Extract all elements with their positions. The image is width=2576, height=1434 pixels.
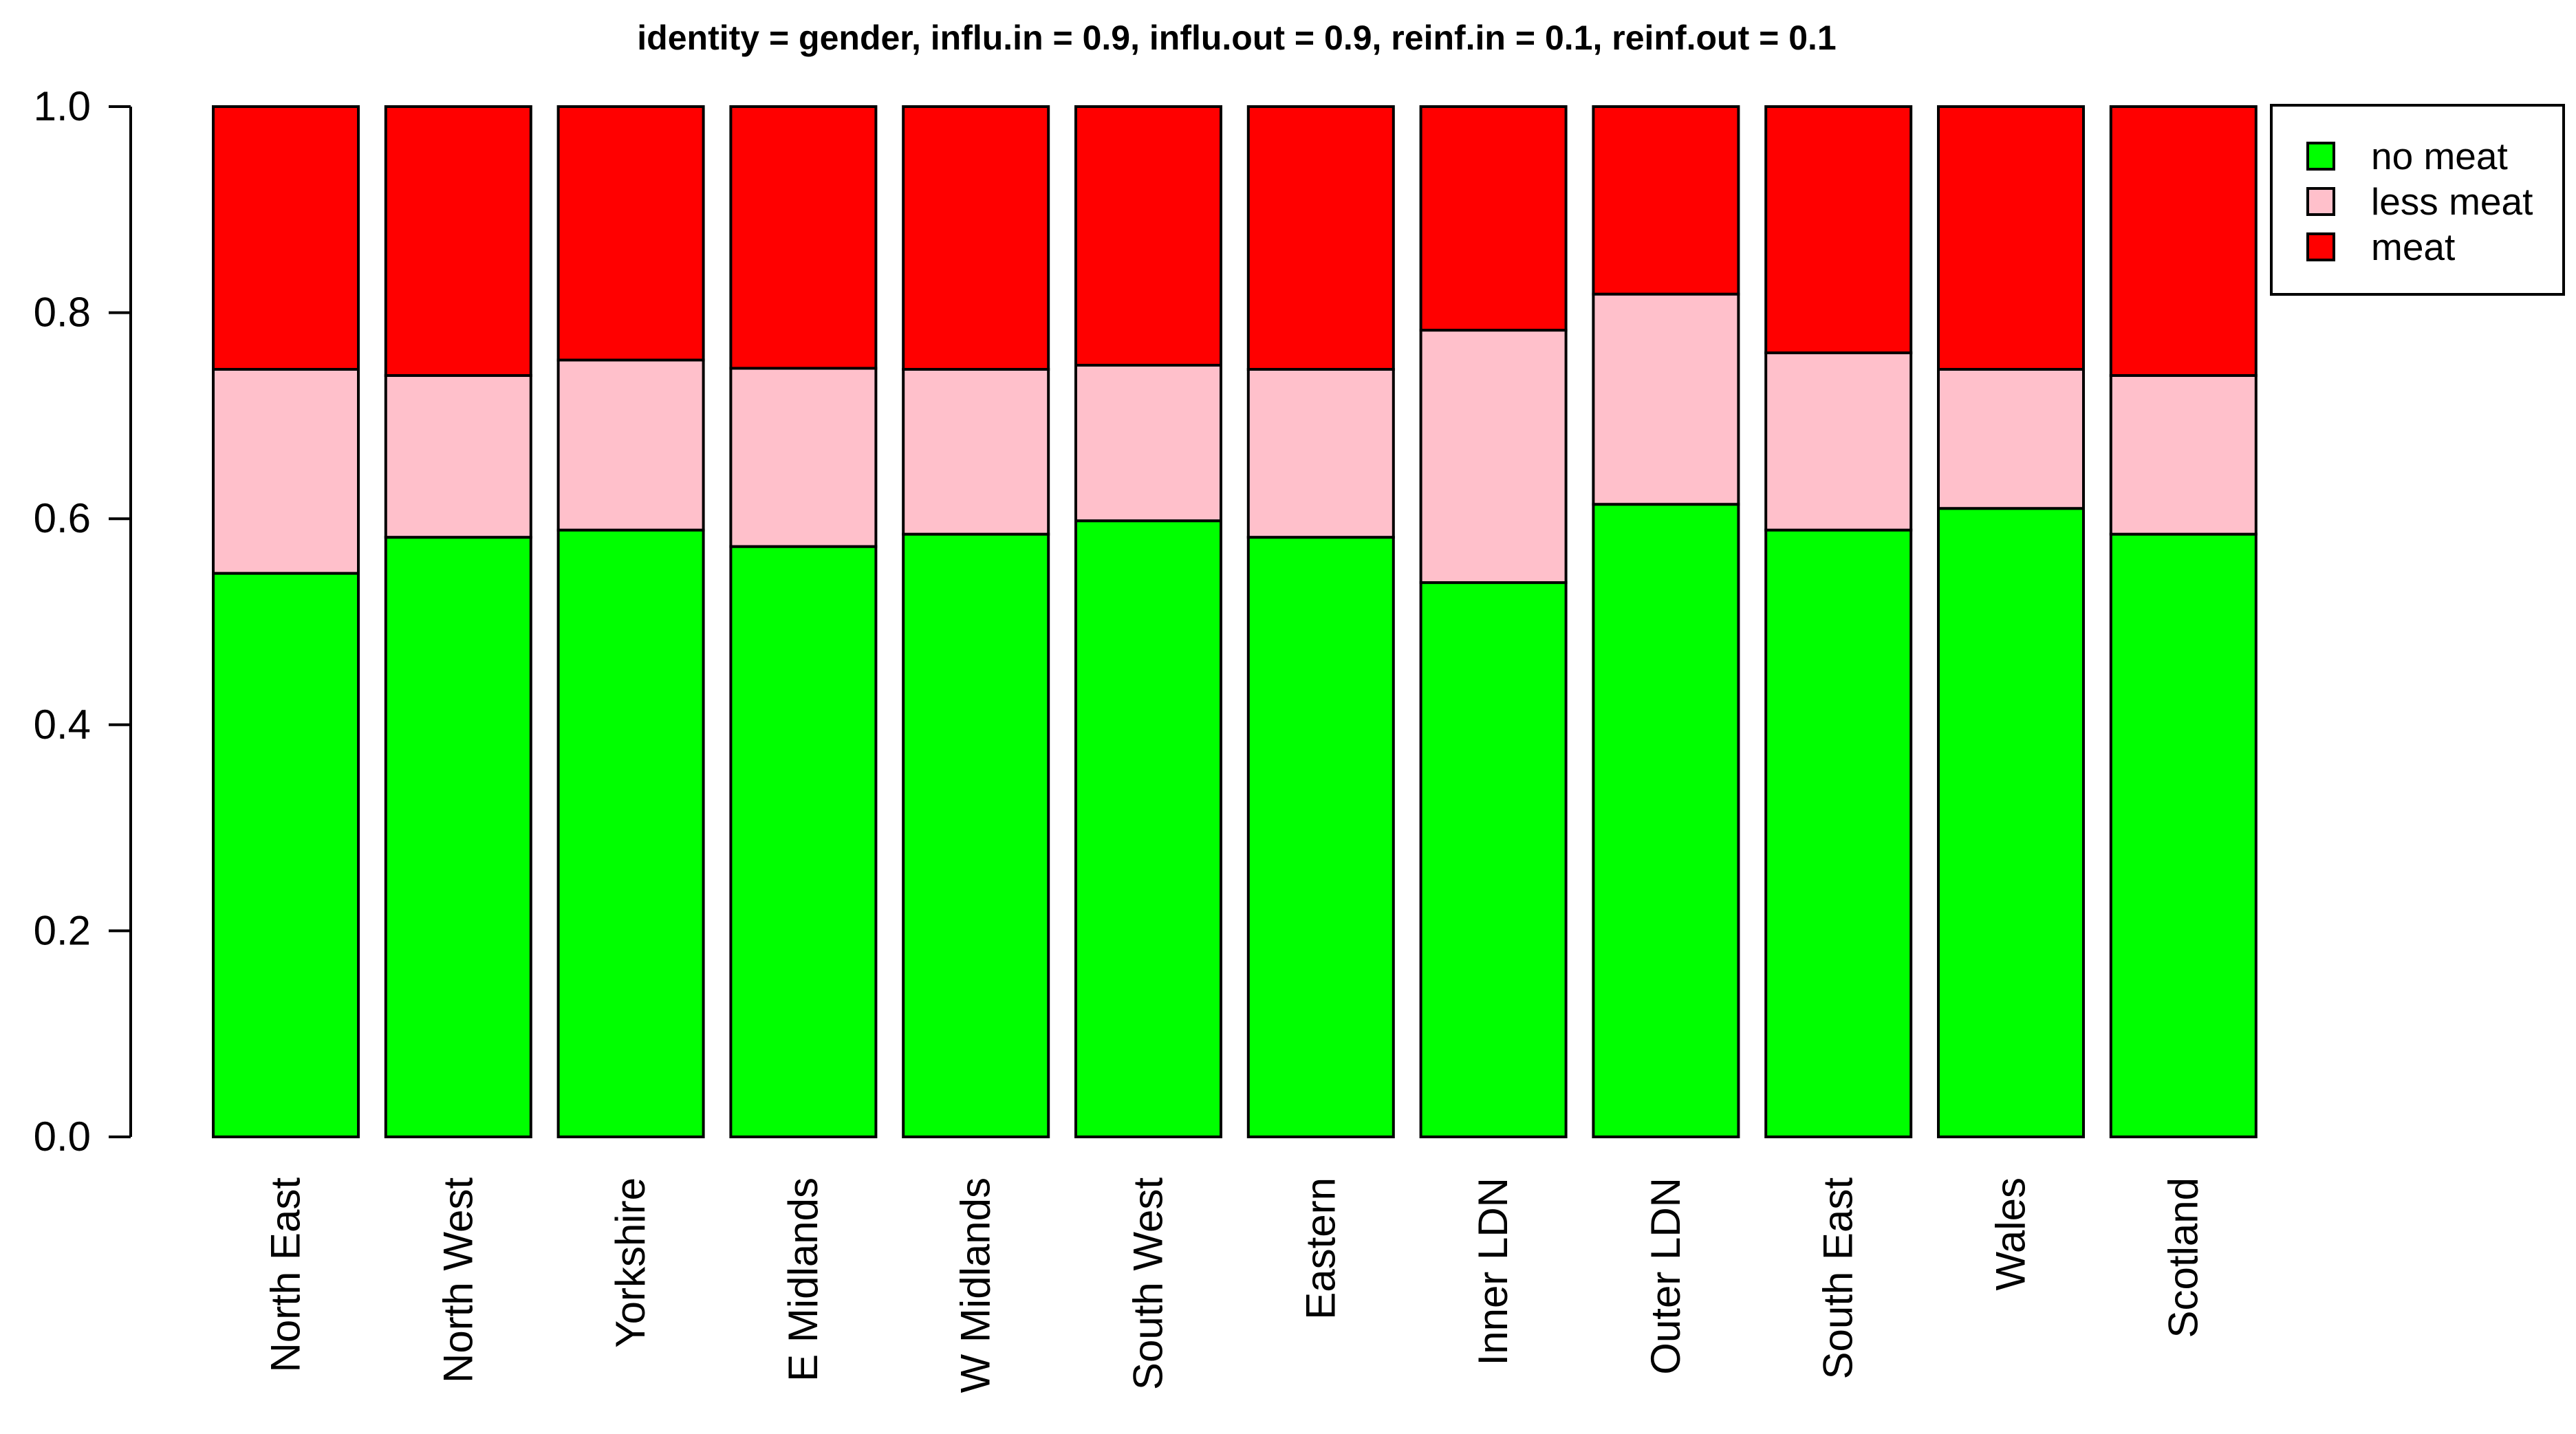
bar-segment-no-meat — [1419, 581, 1568, 1138]
bar-segment-meat — [212, 105, 360, 371]
bar-segment-less-meat — [729, 367, 878, 548]
legend-swatch — [2306, 232, 2335, 261]
x-tick-label: Scotland — [2160, 1177, 2206, 1338]
x-tick-label: Outer LDN — [1643, 1177, 1689, 1375]
bar-segment-less-meat — [1419, 329, 1568, 585]
x-tick-label: South East — [1815, 1177, 1861, 1380]
bar-segment-meat — [1246, 105, 1395, 371]
y-tick-label: 0.4 — [34, 702, 91, 748]
bar-segment-less-meat — [1246, 367, 1395, 539]
legend-label: no meat — [2371, 135, 2508, 177]
bar-segment-less-meat — [212, 367, 360, 575]
bar-segment-meat — [1937, 105, 2085, 371]
x-tick-label: North West — [435, 1177, 481, 1383]
legend-label: meat — [2371, 226, 2455, 268]
bar-segment-meat — [902, 105, 1050, 371]
bar-segment-less-meat — [2109, 373, 2258, 536]
y-tick-label: 0.6 — [34, 495, 91, 541]
bar-segment-no-meat — [1937, 507, 2085, 1138]
bar-segment-no-meat — [556, 528, 705, 1138]
bar-segment-meat — [384, 105, 532, 377]
bar-segment-less-meat — [384, 373, 532, 539]
chart-title: identity = gender, influ.in = 0.9, influ… — [637, 19, 1836, 57]
bar-segment-no-meat — [1592, 503, 1740, 1138]
x-tick-label: E Midlands — [780, 1177, 826, 1382]
legend-label: less meat — [2371, 180, 2533, 223]
bar-segment-less-meat — [1764, 351, 1913, 532]
bar-segment-less-meat — [1074, 363, 1222, 523]
bar-segment-meat — [1764, 105, 1913, 355]
bar-segment-meat — [2109, 105, 2258, 377]
x-tick-label: South West — [1125, 1177, 1171, 1390]
x-tick-label: Yorkshire — [607, 1177, 653, 1348]
x-tick-label: Inner LDN — [1470, 1177, 1516, 1365]
x-axis-labels: North East North West Yorkshire E Midlands W… — [263, 1177, 2207, 1393]
bar-segment-meat — [1074, 105, 1222, 367]
bar-segment-less-meat — [1937, 367, 2085, 510]
bar-segment-no-meat — [1246, 536, 1395, 1138]
y-axis: 0.0 0.2 0.4 0.6 0.8 1.0 — [34, 83, 132, 1160]
x-tick-label: W Midlands — [953, 1177, 999, 1393]
bar-segment-less-meat — [902, 367, 1050, 536]
bar-segment-less-meat — [1592, 292, 1740, 506]
bar-segment-no-meat — [2109, 532, 2258, 1138]
y-tick-label: 1.0 — [34, 83, 91, 129]
bar-segment-no-meat — [1764, 528, 1913, 1138]
bars — [212, 105, 2258, 1138]
bar-segment-no-meat — [729, 545, 878, 1138]
bar-segment-no-meat — [1074, 519, 1222, 1138]
legend-box — [2270, 104, 2565, 296]
y-tick-label: 0.2 — [34, 907, 91, 953]
bar-segment-no-meat — [212, 572, 360, 1138]
legend-swatch — [2306, 187, 2335, 216]
legend-swatch — [2306, 142, 2335, 171]
bar-segment-no-meat — [384, 536, 532, 1138]
bar-segment-meat — [729, 105, 878, 370]
bar-segment-no-meat — [902, 532, 1050, 1138]
x-tick-label: Eastern — [1297, 1177, 1343, 1320]
bar-segment-meat — [1592, 105, 1740, 296]
bar-segment-less-meat — [556, 358, 705, 532]
bar-segment-meat — [1419, 105, 1568, 332]
x-tick-label: North East — [263, 1177, 309, 1373]
y-tick-label: 0.8 — [34, 290, 91, 336]
x-tick-label: Wales — [1988, 1177, 2034, 1290]
y-tick-label: 0.0 — [34, 1113, 91, 1160]
bar-segment-meat — [556, 105, 705, 362]
